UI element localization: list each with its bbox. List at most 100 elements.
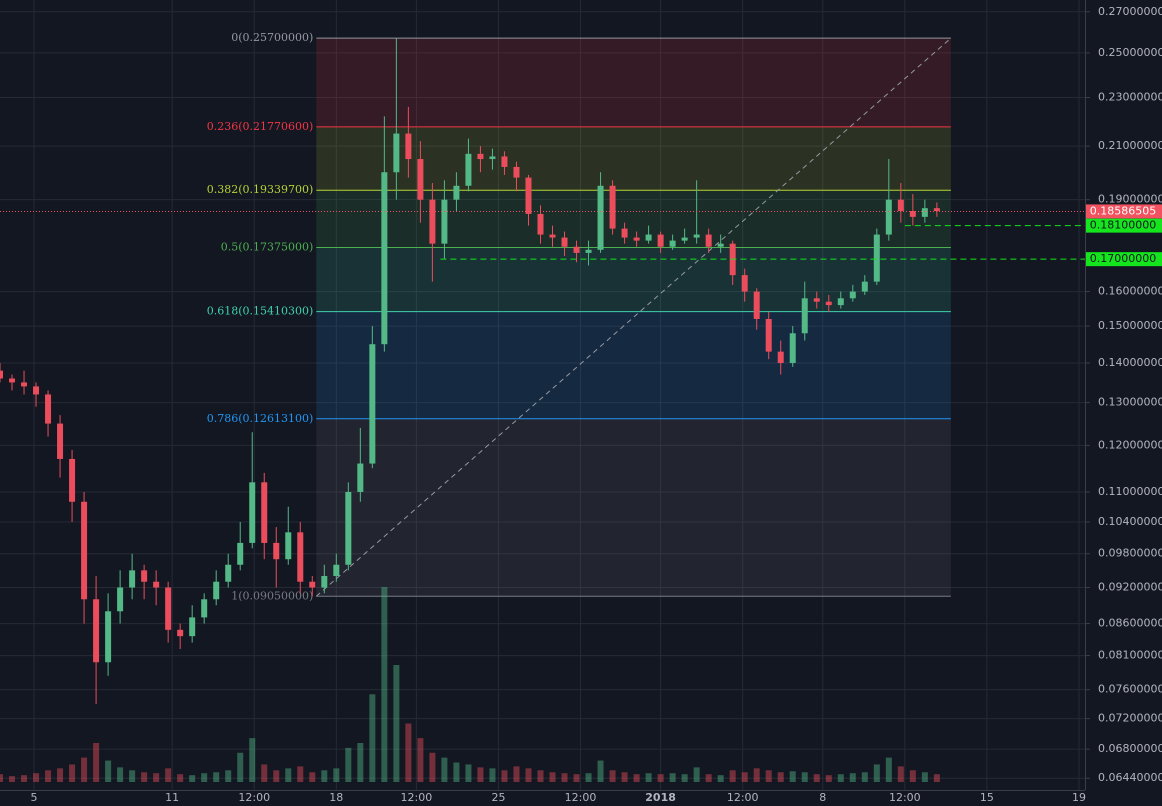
y-tick-label: 0.07600000 (1098, 683, 1162, 696)
fib-label: 0.236(0.21770600) (207, 120, 314, 133)
candle-body (621, 228, 628, 238)
y-tick-label: 0.10400000 (1098, 515, 1162, 528)
candle-body (45, 394, 52, 424)
candle-body (693, 234, 700, 238)
candle-body (393, 133, 400, 173)
y-tick-label: 0.07200000 (1098, 712, 1162, 725)
candle-body (357, 463, 364, 492)
price-label-box (1086, 204, 1162, 219)
volume-bar (885, 757, 892, 782)
x-tick-label: 12:00 (889, 791, 921, 804)
volume-bar (0, 774, 3, 782)
volume-bar (753, 768, 760, 782)
candle-body (525, 177, 532, 214)
candle-body (345, 491, 352, 565)
y-tick-label: 0.09800000 (1098, 547, 1162, 560)
x-tick-label: 12:00 (727, 791, 759, 804)
candle-body (249, 482, 256, 543)
volume-bar (9, 776, 16, 782)
volume-bar (21, 775, 28, 782)
volume-bar (333, 768, 340, 782)
volume-bar (249, 738, 256, 782)
x-tick-label: 8 (819, 791, 826, 804)
fib-zone (316, 38, 951, 127)
candle-body (681, 237, 688, 241)
volume-bar (597, 760, 604, 782)
candle-body (117, 587, 124, 612)
candle-body (453, 185, 460, 200)
candle-body (189, 617, 196, 637)
y-tick-label: 0.14000000 (1098, 356, 1162, 369)
candle-body (825, 301, 832, 306)
candle-body (141, 570, 148, 582)
volume-bar (393, 665, 400, 782)
fib-label: 0.786(0.12613100) (207, 412, 314, 425)
candle-body (669, 240, 676, 247)
volume-bar (189, 775, 196, 782)
candle-body (9, 378, 16, 383)
x-tick-label: 2018 (645, 791, 676, 804)
volume-bar (657, 774, 664, 782)
candle-body (933, 208, 940, 212)
candle-body (129, 570, 136, 588)
volume-bar (273, 770, 280, 782)
candle-body (297, 532, 304, 582)
volume-bar (477, 767, 484, 782)
x-tick-label: 12:00 (401, 791, 433, 804)
volume-bar (417, 738, 424, 782)
volume-bar (153, 773, 160, 782)
volume-bar (825, 775, 832, 782)
volume-bar (369, 694, 376, 782)
volume-bar (117, 767, 124, 782)
volume-bar (933, 774, 940, 782)
y-tick-label: 0.21000000 (1098, 139, 1162, 152)
volume-bar (633, 774, 640, 782)
y-tick-label: 0.09200000 (1098, 581, 1162, 594)
volume-bar (537, 770, 544, 782)
candle-body (513, 166, 520, 178)
y-tick-label: 0.15000000 (1098, 319, 1162, 332)
volume-bar (777, 772, 784, 782)
candle-body (741, 275, 748, 292)
candle-body (585, 249, 592, 253)
volume-bar (45, 770, 52, 782)
candle-body (273, 542, 280, 560)
candle-body (813, 298, 820, 302)
fib-label: 0(0.25700000) (231, 31, 313, 44)
candle-body (609, 185, 616, 229)
volume-bar (465, 764, 472, 782)
y-tick-label: 0.08100000 (1098, 649, 1162, 662)
volume-bar (453, 762, 460, 782)
candle-body (0, 370, 3, 379)
candle-body (81, 501, 88, 600)
volume-bar (525, 768, 532, 782)
volume-bar (789, 771, 796, 782)
volume-bar (585, 773, 592, 782)
candle-body (261, 482, 268, 543)
volume-bar (873, 764, 880, 782)
fib-zone (316, 418, 951, 597)
candle-body (597, 185, 604, 250)
candle-body (33, 386, 40, 395)
y-tick-label: 0.27000000 (1098, 5, 1162, 18)
candle-body (69, 458, 76, 502)
volume-bar (177, 774, 184, 782)
x-tick-label: 18 (329, 791, 343, 804)
candle-body (873, 234, 880, 282)
candle-body (369, 344, 376, 464)
candle-body (201, 599, 208, 618)
candle-body (909, 211, 916, 217)
volume-bar (237, 752, 244, 782)
candle-body (885, 199, 892, 235)
volume-bar (201, 773, 208, 782)
volume-bar (141, 772, 148, 782)
volume-bar (129, 770, 136, 782)
volume-bar (909, 770, 916, 782)
candle-body (21, 382, 28, 387)
volume-bar (321, 770, 328, 782)
volume-bar (501, 770, 508, 782)
volume-bar (441, 757, 448, 782)
candle-body (789, 333, 796, 363)
volume-bar (57, 768, 64, 782)
volume-bar (309, 772, 316, 782)
